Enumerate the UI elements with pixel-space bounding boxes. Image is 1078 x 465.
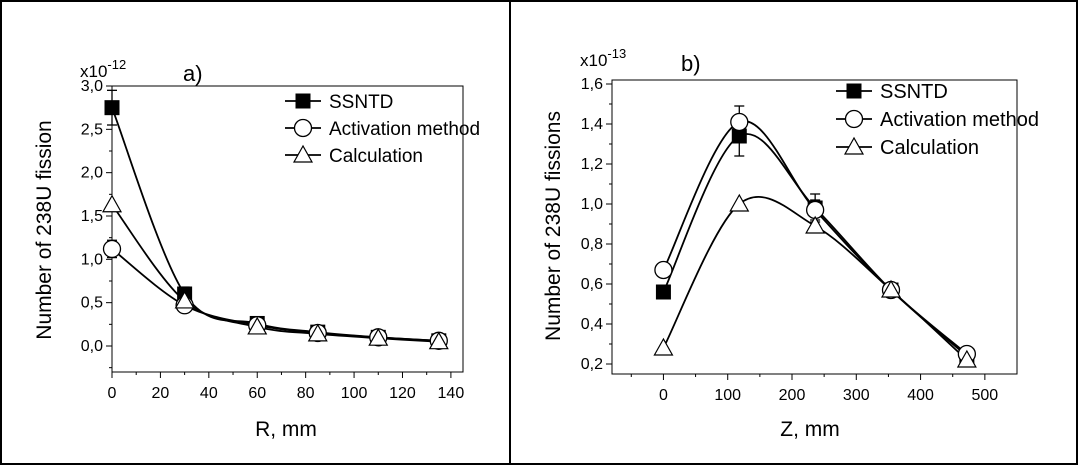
ticks-b: 0 100 200 300 400 500 0,2 0,4 0,6 0,8 1,0 1,2 1,4 1,6 xyxy=(581,76,999,404)
y-tick-label: 1,5 xyxy=(81,208,103,225)
x-tick-label: 40 xyxy=(200,385,218,402)
y-axis-label-b: Number of 238U fissions xyxy=(542,111,565,341)
data-point-filled-square xyxy=(104,100,120,116)
data-point-open-triangle xyxy=(307,323,328,342)
x-tick-label: 0 xyxy=(659,387,668,404)
data-point-open-triangle xyxy=(880,279,902,298)
x-tick-label: 0 xyxy=(108,385,117,402)
data-point-open-triangle xyxy=(247,316,268,335)
x-tick-label: 140 xyxy=(438,385,465,402)
y-tick-label: 2,0 xyxy=(81,165,103,182)
y-tick-label: 0,6 xyxy=(581,276,603,293)
data-point-open-triangle xyxy=(174,290,195,309)
data-point-open-triangle xyxy=(368,327,389,346)
scale-label-b: x10-13 xyxy=(580,46,626,70)
legend-label: SSNTD xyxy=(880,81,948,103)
x-tick-label: 100 xyxy=(341,385,368,402)
y-tick-label: 0,8 xyxy=(581,236,603,253)
plot-area-b xyxy=(611,79,1018,375)
legend-label: Activation method xyxy=(880,109,1039,131)
plot-area-a xyxy=(111,85,464,373)
panel-label-b: b) xyxy=(681,51,701,76)
x-tick-label: 200 xyxy=(779,387,806,404)
y-tick-label: 1,0 xyxy=(581,196,603,213)
data-point-open-circle xyxy=(730,112,749,132)
y-tick-label: 1,4 xyxy=(581,116,603,133)
x-tick-label: 400 xyxy=(907,387,934,404)
x-tick-label: 60 xyxy=(248,385,266,402)
y-tick-label: 0,4 xyxy=(581,316,603,333)
series-line-filled-square xyxy=(662,133,968,357)
data-point-open-triangle xyxy=(653,337,674,356)
y-tick-label: 1,0 xyxy=(81,251,103,268)
data-point-open-circle xyxy=(102,239,122,259)
y-tick-label: 0,5 xyxy=(81,295,103,312)
scale-label-a: x10-12 xyxy=(80,57,126,81)
x-axis-label-a: R, mm xyxy=(255,418,317,441)
data-point-open-triangle xyxy=(729,193,750,212)
x-tick-label: 20 xyxy=(152,385,170,402)
x-tick-label: 80 xyxy=(297,385,315,402)
y-tick-label: 3,0 xyxy=(81,78,103,95)
y-tick-label: 2,5 xyxy=(81,121,103,138)
series-line-filled-square xyxy=(111,107,439,342)
y-tick-label: 0,2 xyxy=(581,356,603,373)
legend-marker-open-triangle xyxy=(292,144,314,163)
x-tick-label: 100 xyxy=(714,387,741,404)
y-tick-label: 1,6 xyxy=(581,76,603,93)
x-axis-label-b: Z, mm xyxy=(780,418,839,441)
series-line-open-triangle xyxy=(111,204,439,343)
legend-a: SSNTD Activation method Calculation xyxy=(285,92,480,167)
series-a xyxy=(101,89,449,350)
data-point-filled-square xyxy=(731,128,747,144)
x-tick-label: 500 xyxy=(972,387,999,404)
y-axis-label-a: Number of 238U fission xyxy=(33,120,56,339)
data-point-open-triangle xyxy=(805,215,826,234)
ticks-a: 0 20 40 60 80 100 120 140 0,0 0,5 1,0 1,5 2,0 2,5 3,0 xyxy=(81,78,465,402)
legend-marker-open-circle xyxy=(293,118,313,138)
legend-label: Calculation xyxy=(329,146,423,167)
legend-marker-open-circle xyxy=(844,109,864,129)
legend-marker-open-triangle xyxy=(843,136,865,155)
x-tick-label: 300 xyxy=(843,387,870,404)
chart-panel-a: 0 20 40 60 80 100 120 1400,00,51,01,52,02,53,0 … xyxy=(33,57,480,441)
y-tick-label: 1,2 xyxy=(581,156,603,173)
data-point-open-triangle xyxy=(956,349,977,368)
data-point-open-triangle xyxy=(428,331,449,350)
y-tick-label: 0,0 xyxy=(81,338,103,355)
panel-label-a: a) xyxy=(183,61,203,86)
legend-label: Calculation xyxy=(880,137,979,159)
legend-label: SSNTD xyxy=(329,92,393,113)
legend-marker-filled-square xyxy=(846,83,862,99)
chart-panel-b: 0 100 200 300 400 500 0,2 0,4 0,6 0,8 1,0 1,2 1,4 1,6… xyxy=(542,46,1039,441)
data-point-open-circle xyxy=(654,260,673,280)
legend-marker-filled-square xyxy=(295,93,311,109)
series-b xyxy=(653,105,977,368)
legend-label: Activation method xyxy=(329,119,480,140)
legend-b: SSNTD Activation method Calculation xyxy=(836,81,1039,159)
data-point-open-triangle xyxy=(101,194,123,213)
data-point-filled-square xyxy=(655,284,671,300)
x-tick-label: 120 xyxy=(389,385,416,402)
